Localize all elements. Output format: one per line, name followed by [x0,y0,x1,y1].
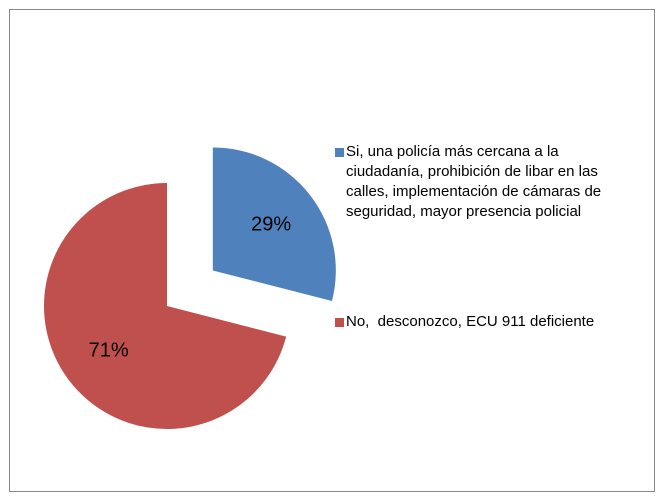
data-label: 29% [251,214,291,236]
legend-entry: No, desconozco, ECU 911 deficiente [335,312,640,332]
legend-label: Si, una policía más cercana a la ciudada… [346,143,606,220]
pie-slice [212,147,336,302]
legend-label: No, desconozco, ECU 911 deficiente [346,313,595,330]
legend-swatch [335,318,344,327]
pie-slice [44,183,287,429]
legend-swatch [335,148,344,157]
data-label: 71% [89,340,129,362]
legend-entry: Si, una policía más cercana a la ciudada… [335,142,640,222]
